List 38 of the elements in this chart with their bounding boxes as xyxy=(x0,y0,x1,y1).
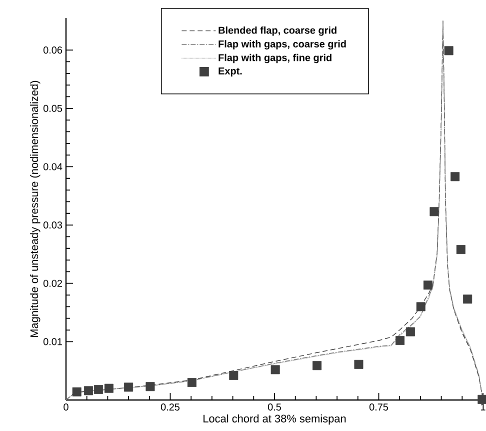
point xyxy=(430,207,439,216)
point xyxy=(423,280,432,290)
x-tick-label: 0.75 xyxy=(369,404,388,411)
point xyxy=(312,361,322,370)
point xyxy=(187,378,196,388)
legend-label: Flap with gaps, coarse grid xyxy=(218,40,346,50)
y-tick-label: 0.06 xyxy=(43,46,62,54)
x-tick-label: 0.5 xyxy=(268,404,282,411)
y-tick-label: 0.05 xyxy=(43,104,62,112)
point xyxy=(72,387,82,396)
y-tick-label: 0.01 xyxy=(43,338,62,346)
x-axis-title: Local chord at 38% semispan xyxy=(204,414,346,425)
legend-label: Flap with gaps, fine grid xyxy=(218,54,332,64)
y-tick-label: 0.03 xyxy=(43,222,62,229)
point xyxy=(416,302,426,312)
point xyxy=(84,386,94,396)
point xyxy=(270,365,280,374)
point xyxy=(229,371,238,380)
legend-label: Blended flap, coarse grid xyxy=(218,26,336,36)
y-tick-label: 0.04 xyxy=(43,163,62,170)
point xyxy=(478,394,486,404)
x-tick-label: 0.25 xyxy=(160,404,180,411)
point xyxy=(450,172,460,182)
x-tick-label: 0 xyxy=(64,404,68,411)
point xyxy=(444,46,454,56)
legend-label: Expt. xyxy=(218,68,242,76)
point xyxy=(354,360,364,369)
y-tick-label: 0.02 xyxy=(43,280,62,287)
point xyxy=(463,294,472,304)
x-tick-label: 1 xyxy=(481,404,486,410)
point xyxy=(94,385,104,394)
point xyxy=(124,382,134,392)
point xyxy=(456,245,466,254)
point xyxy=(406,327,415,336)
point xyxy=(396,336,405,346)
point xyxy=(104,384,114,393)
y-axis-title: Magnitude of unsteady pressure (nodimensionalized) xyxy=(30,80,40,337)
point xyxy=(146,382,155,392)
